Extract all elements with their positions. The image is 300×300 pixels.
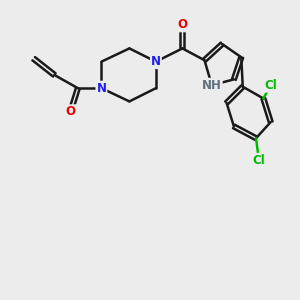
Text: Cl: Cl [264,79,277,92]
Text: NH: NH [202,79,222,92]
Text: O: O [65,105,76,118]
Text: N: N [151,55,161,68]
Text: O: O [177,18,188,32]
Text: N: N [96,82,106,95]
Text: Cl: Cl [253,154,265,167]
